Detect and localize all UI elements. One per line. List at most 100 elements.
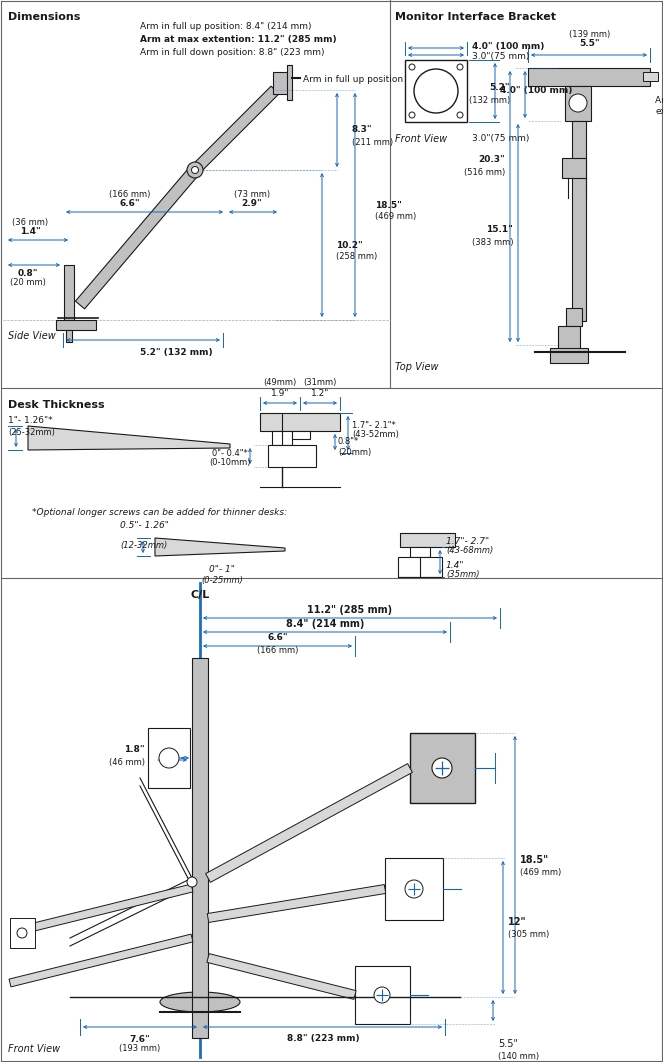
Text: 1.4": 1.4" <box>20 227 40 237</box>
Circle shape <box>569 95 587 112</box>
Polygon shape <box>9 935 193 987</box>
Text: (49mm): (49mm) <box>263 378 296 388</box>
Bar <box>400 533 455 547</box>
Text: (36 mm): (36 mm) <box>12 218 48 226</box>
Bar <box>192 658 208 1038</box>
Polygon shape <box>155 538 285 556</box>
Text: 0"- 0.4"*: 0"- 0.4"* <box>212 448 248 458</box>
Circle shape <box>187 877 197 887</box>
Text: 18.5": 18.5" <box>375 201 402 209</box>
Text: Arm at max
extension: Arm at max extension <box>655 97 663 116</box>
Text: (305 mm): (305 mm) <box>508 930 549 940</box>
Bar <box>268 445 316 467</box>
Bar <box>550 348 588 363</box>
Bar <box>565 86 591 121</box>
Text: (35mm): (35mm) <box>446 570 479 580</box>
Text: 6.6": 6.6" <box>268 634 288 643</box>
Bar <box>148 727 190 788</box>
Text: 11.2" (285 mm): 11.2" (285 mm) <box>308 605 392 615</box>
Ellipse shape <box>160 992 240 1012</box>
Text: 1.2": 1.2" <box>311 389 330 397</box>
Text: 1.7"- 2.7": 1.7"- 2.7" <box>446 536 489 546</box>
Text: (193 mm): (193 mm) <box>119 1045 160 1054</box>
Bar <box>405 59 467 122</box>
Text: 8.3": 8.3" <box>352 125 373 135</box>
Text: 10.2": 10.2" <box>336 240 363 250</box>
Text: Front View: Front View <box>395 134 447 144</box>
Text: Top View: Top View <box>395 362 438 372</box>
Text: 5.5": 5.5" <box>579 39 600 49</box>
Bar <box>572 121 586 321</box>
Text: 6.6": 6.6" <box>120 200 141 208</box>
Bar <box>528 68 650 86</box>
Bar <box>410 547 430 556</box>
Text: (211 mm): (211 mm) <box>352 137 393 147</box>
Text: Dimensions: Dimensions <box>8 12 80 22</box>
Text: 20.3": 20.3" <box>478 155 505 165</box>
Text: *Optional longer screws can be added for thinner desks:: *Optional longer screws can be added for… <box>32 508 288 517</box>
Text: (166 mm): (166 mm) <box>257 646 299 654</box>
Circle shape <box>409 64 415 70</box>
Bar <box>355 966 410 1024</box>
Circle shape <box>187 162 203 178</box>
Text: (132 mm): (132 mm) <box>469 96 510 104</box>
Text: (258 mm): (258 mm) <box>336 253 377 261</box>
Bar <box>56 320 96 330</box>
Bar <box>410 733 475 803</box>
Text: (166 mm): (166 mm) <box>109 189 151 199</box>
Text: 5.2" (132 mm): 5.2" (132 mm) <box>140 347 213 357</box>
Polygon shape <box>191 86 279 174</box>
Text: (139 mm): (139 mm) <box>570 31 611 39</box>
Text: 0"- 1": 0"- 1" <box>209 565 235 575</box>
Text: 4.0" (100 mm): 4.0" (100 mm) <box>500 86 572 96</box>
Text: Monitor Interface Bracket: Monitor Interface Bracket <box>395 12 556 22</box>
Text: 0.8": 0.8" <box>18 269 38 277</box>
Text: Side View: Side View <box>8 331 56 341</box>
Text: (0-10mm): (0-10mm) <box>210 459 251 467</box>
Text: (43-52mm): (43-52mm) <box>352 430 399 440</box>
Circle shape <box>457 112 463 118</box>
Polygon shape <box>76 166 200 309</box>
Bar <box>10 918 35 948</box>
Circle shape <box>405 880 423 898</box>
Text: 2.9": 2.9" <box>241 200 263 208</box>
Text: (0-25mm): (0-25mm) <box>201 576 243 584</box>
Text: Arm in full up position: 8.4" (214 mm): Arm in full up position: 8.4" (214 mm) <box>140 22 312 31</box>
Text: 5.5": 5.5" <box>498 1039 518 1049</box>
Text: 4.0" (100 mm): 4.0" (100 mm) <box>472 41 544 51</box>
Text: 1.9": 1.9" <box>271 389 289 397</box>
Bar <box>643 72 658 81</box>
Polygon shape <box>208 885 386 923</box>
Text: (20 mm): (20 mm) <box>10 278 46 288</box>
Text: Arm at max extention: 11.2" (285 mm): Arm at max extention: 11.2" (285 mm) <box>140 35 337 44</box>
Bar <box>385 858 443 920</box>
Text: 3.0"(75 mm): 3.0"(75 mm) <box>472 51 529 61</box>
Text: 0.5"- 1.26": 0.5"- 1.26" <box>120 521 169 530</box>
Text: 15.1": 15.1" <box>486 225 513 235</box>
Text: 12": 12" <box>508 917 526 927</box>
Text: (12-32mm): (12-32mm) <box>120 541 167 550</box>
Text: 1.8": 1.8" <box>125 746 145 754</box>
Text: 1.4": 1.4" <box>446 561 465 569</box>
Bar <box>272 431 292 445</box>
Text: 18.5": 18.5" <box>520 855 549 866</box>
Text: (469 mm): (469 mm) <box>520 869 562 877</box>
Text: Front View: Front View <box>8 1044 60 1054</box>
Circle shape <box>192 167 198 173</box>
Text: 5.2": 5.2" <box>489 84 510 92</box>
Text: 8.8" (223 mm): 8.8" (223 mm) <box>286 1034 359 1044</box>
Bar <box>260 413 340 431</box>
Text: (43-68mm): (43-68mm) <box>446 547 493 555</box>
Text: C/L: C/L <box>190 590 210 600</box>
Polygon shape <box>206 764 412 883</box>
Circle shape <box>159 748 179 768</box>
Text: 1"- 1.26"*: 1"- 1.26"* <box>8 416 52 425</box>
Text: (140 mm): (140 mm) <box>498 1051 539 1061</box>
Text: Arm in full down position: 8.8" (223 mm): Arm in full down position: 8.8" (223 mm) <box>140 48 324 57</box>
Text: Desk Thickness: Desk Thickness <box>8 400 105 410</box>
Circle shape <box>457 64 463 70</box>
Circle shape <box>409 112 415 118</box>
Polygon shape <box>207 954 356 999</box>
Text: Arm in full up position: Arm in full up position <box>303 75 403 85</box>
Text: (516 mm): (516 mm) <box>463 168 505 176</box>
